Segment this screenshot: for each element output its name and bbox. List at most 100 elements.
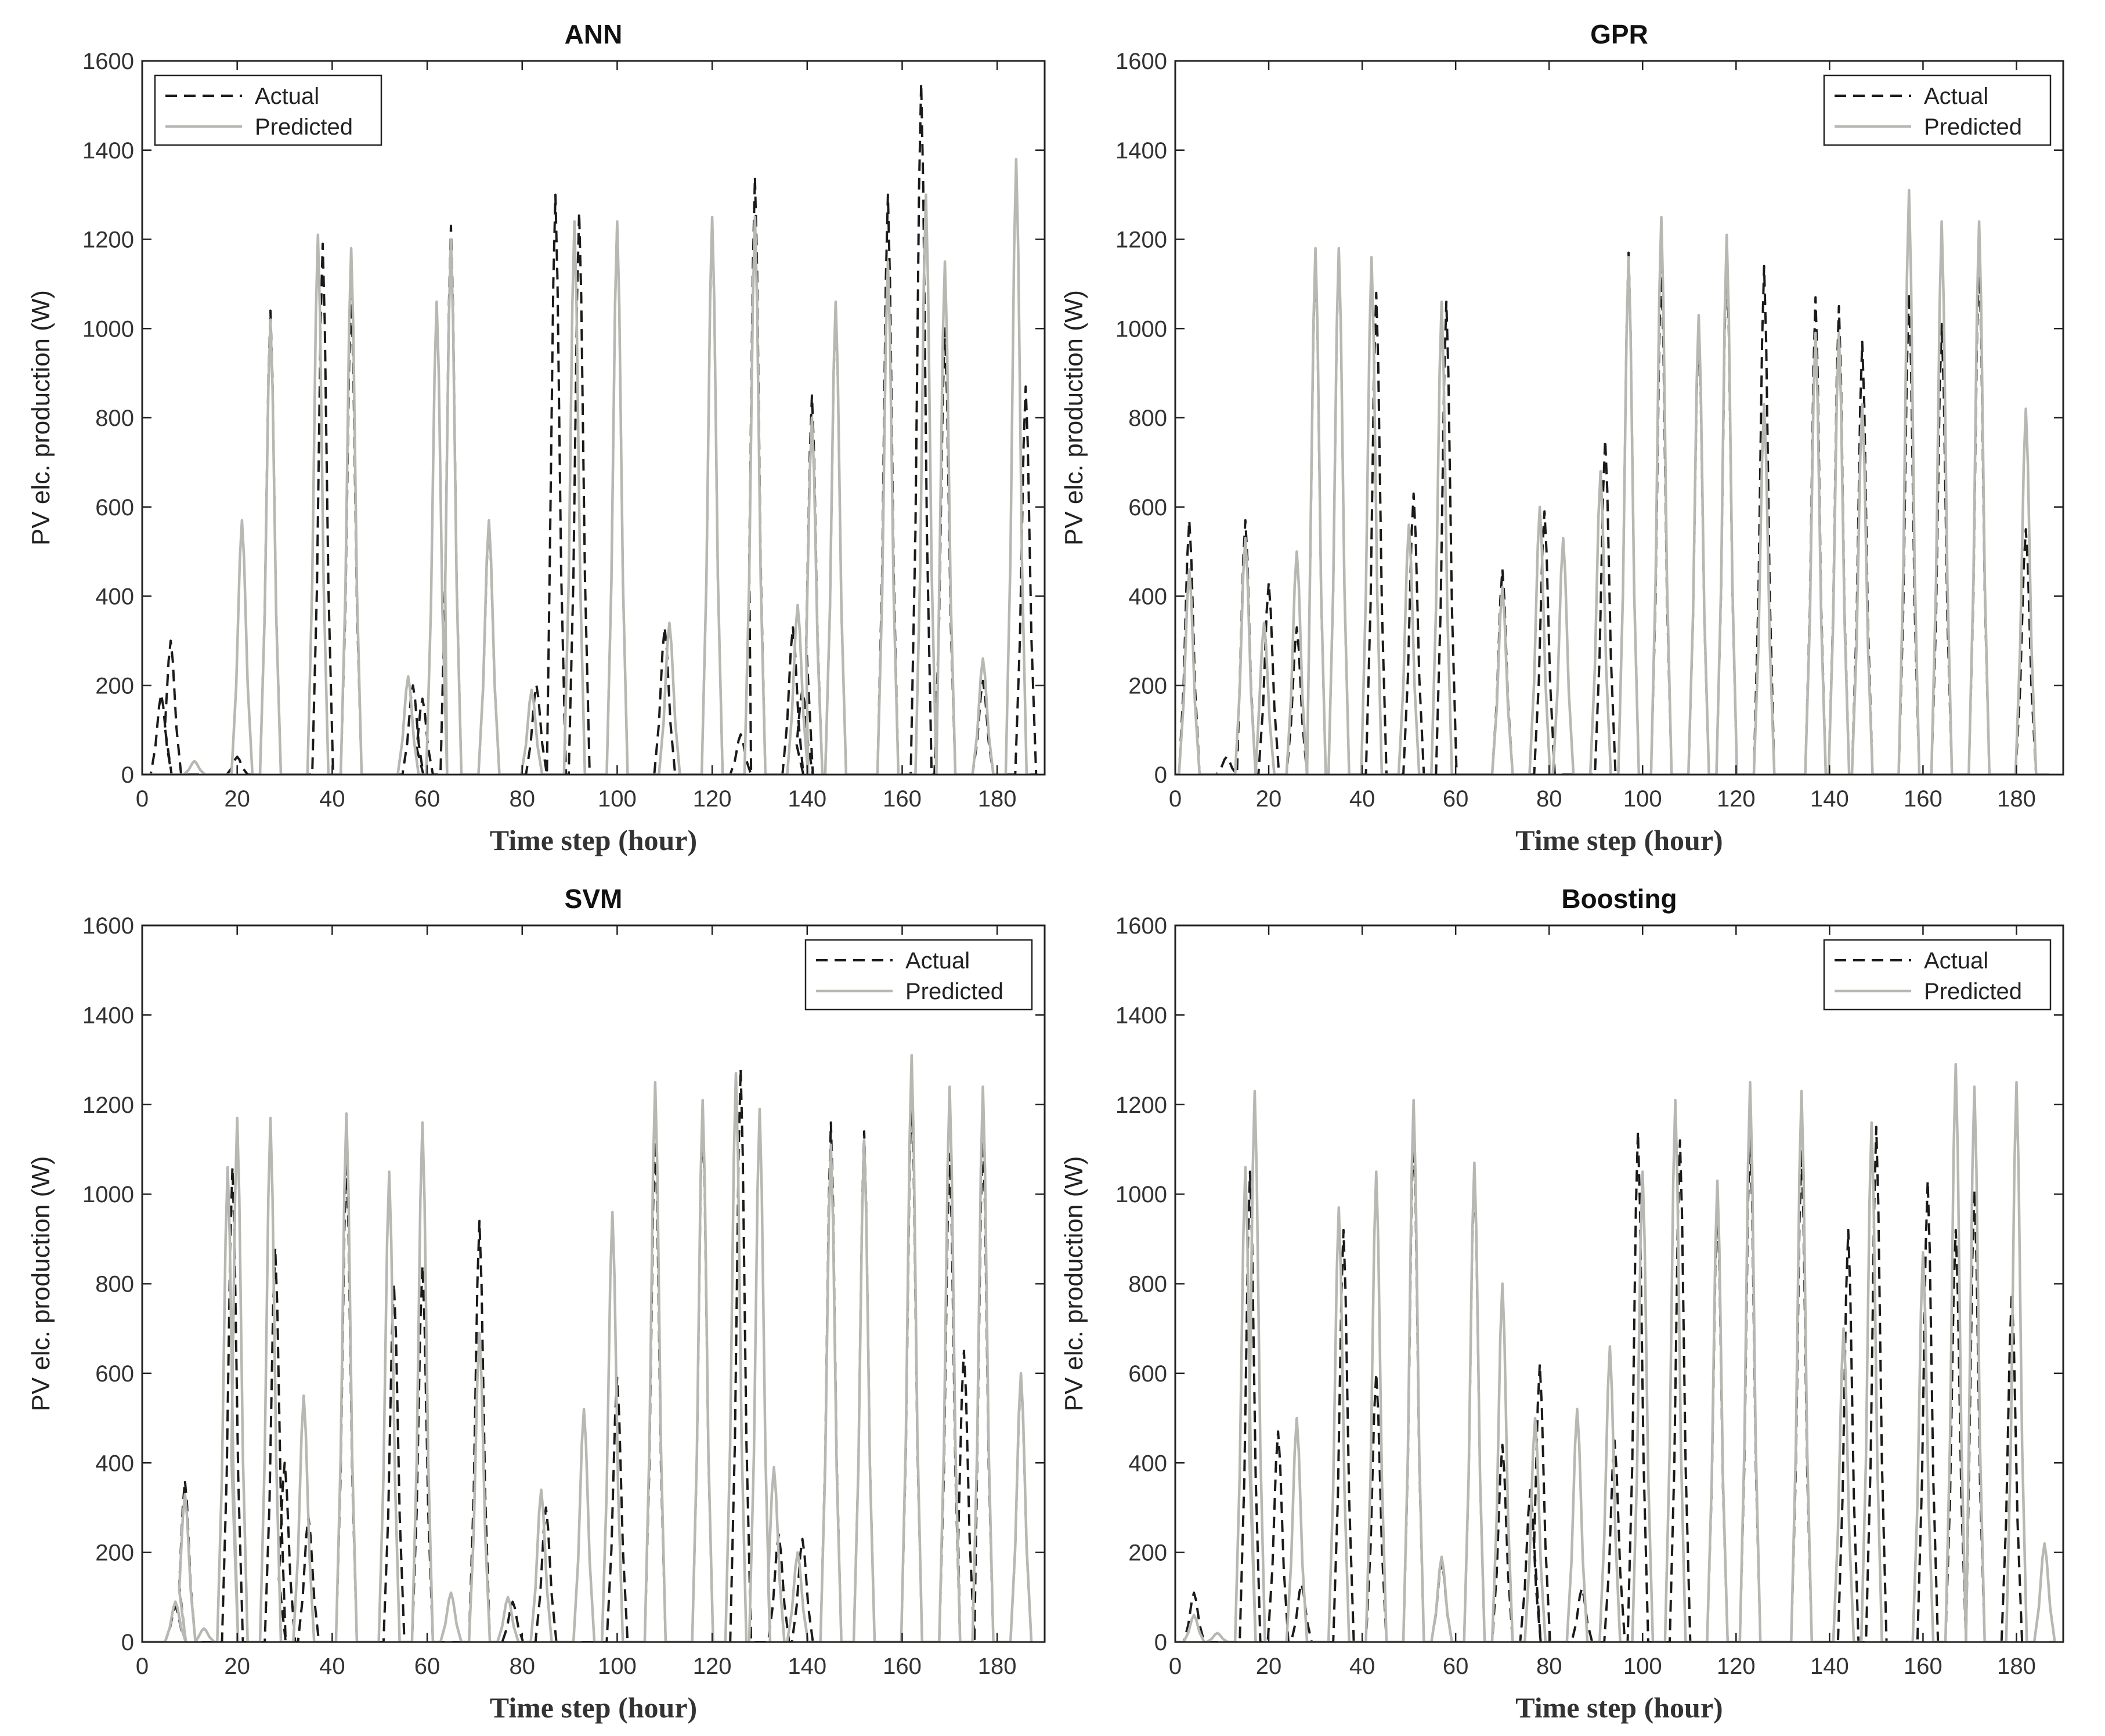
y-tick-label: 200 bbox=[1128, 673, 1167, 699]
legend: Actual Predicted bbox=[154, 74, 382, 146]
x-tick-label: 100 bbox=[1623, 1654, 1662, 1679]
x-axis-label: Time step (hour) bbox=[490, 1691, 697, 1724]
y-tick-label: 800 bbox=[95, 406, 134, 431]
legend-label-actual: Actual bbox=[1924, 84, 1988, 109]
x-tick-label: 80 bbox=[509, 1654, 535, 1679]
y-tick-label: 400 bbox=[95, 584, 134, 610]
x-tick-label: 140 bbox=[788, 786, 826, 812]
y-tick-label: 1200 bbox=[82, 1093, 134, 1118]
x-tick-label: 60 bbox=[1443, 786, 1469, 812]
legend-label-actual: Actual bbox=[1924, 948, 1988, 974]
legend-label-predicted: Predicted bbox=[1924, 979, 2022, 1004]
series-line-predicted bbox=[1175, 189, 2049, 775]
x-tick-label: 160 bbox=[1904, 786, 1942, 812]
y-tick-label: 1400 bbox=[1115, 138, 1167, 164]
x-tick-label: 20 bbox=[1256, 1654, 1282, 1679]
y-tick-label: 800 bbox=[1128, 1272, 1167, 1297]
legend-label-actual: Actual bbox=[255, 84, 319, 109]
chart-title: ANN bbox=[565, 19, 623, 49]
x-tick-label: 80 bbox=[509, 786, 535, 812]
x-tick-label: 140 bbox=[1810, 786, 1849, 812]
legend-box bbox=[1823, 939, 2052, 1011]
legend: Actual Predicted bbox=[1823, 939, 2052, 1011]
x-tick-label: 100 bbox=[598, 786, 637, 812]
legend-box bbox=[1823, 74, 2052, 146]
y-tick-label: 600 bbox=[95, 1361, 134, 1387]
y-tick-label: 1400 bbox=[82, 1003, 134, 1028]
y-tick-label: 1600 bbox=[82, 913, 134, 939]
x-tick-label: 0 bbox=[136, 786, 149, 812]
x-tick-label: 80 bbox=[1536, 1654, 1562, 1679]
x-tick-label: 60 bbox=[1443, 1654, 1469, 1679]
legend: Actual Predicted bbox=[804, 939, 1033, 1011]
x-tick-label: 140 bbox=[788, 1654, 826, 1679]
legend-label-predicted: Predicted bbox=[1924, 114, 2022, 140]
y-tick-label: 200 bbox=[1128, 1540, 1167, 1566]
y-tick-label: 1200 bbox=[1115, 227, 1167, 253]
x-tick-label: 40 bbox=[319, 1654, 345, 1679]
y-tick-label: 200 bbox=[95, 673, 134, 699]
y-axis-label: PV elc. production (W) bbox=[27, 1156, 55, 1411]
x-tick-label: 180 bbox=[1997, 1654, 2036, 1679]
x-tick-label: 40 bbox=[319, 786, 345, 812]
y-tick-label: 1400 bbox=[1115, 1003, 1167, 1028]
x-tick-label: 0 bbox=[136, 1654, 149, 1679]
x-tick-label: 20 bbox=[1256, 786, 1282, 812]
series-line-actual bbox=[142, 82, 1038, 775]
y-tick-label: 1600 bbox=[1115, 49, 1167, 74]
series-line-predicted bbox=[142, 1054, 1033, 1642]
x-tick-label: 120 bbox=[693, 1654, 732, 1679]
chart-panel-ann: 0 20 40 60 80 100 120 140 160 180 0 200 400 600 800 100… bbox=[27, 19, 1046, 856]
y-axis-label: PV elc. production (W) bbox=[1060, 290, 1088, 545]
x-tick-label: 0 bbox=[1169, 1654, 1182, 1679]
series-line-actual bbox=[1175, 251, 2049, 775]
x-tick-label: 180 bbox=[978, 786, 1017, 812]
y-tick-label: 0 bbox=[1154, 762, 1167, 788]
y-tick-label: 200 bbox=[95, 1540, 134, 1566]
x-axis-label: Time step (hour) bbox=[1515, 824, 1723, 856]
x-tick-label: 160 bbox=[1904, 1654, 1942, 1679]
y-tick-label: 1600 bbox=[82, 49, 134, 74]
y-tick-label: 400 bbox=[1128, 1451, 1167, 1476]
x-axis-label: Time step (hour) bbox=[490, 824, 697, 856]
series-line-actual bbox=[1175, 1126, 2056, 1642]
x-tick-label: 180 bbox=[978, 1654, 1017, 1679]
y-tick-label: 600 bbox=[1128, 495, 1167, 520]
y-tick-label: 1000 bbox=[1115, 1182, 1167, 1207]
series-line-predicted bbox=[1175, 1063, 2056, 1642]
y-tick-label: 600 bbox=[95, 495, 134, 520]
legend-label-actual: Actual bbox=[905, 948, 970, 974]
x-tick-label: 120 bbox=[1717, 786, 1756, 812]
x-tick-label: 80 bbox=[1536, 786, 1562, 812]
x-tick-label: 0 bbox=[1169, 786, 1182, 812]
y-tick-label: 0 bbox=[121, 762, 134, 788]
y-tick-label: 1000 bbox=[82, 316, 134, 342]
x-tick-label: 160 bbox=[883, 786, 922, 812]
x-tick-label: 40 bbox=[1349, 786, 1375, 812]
y-tick-label: 1200 bbox=[82, 227, 134, 253]
legend: Actual Predicted bbox=[1823, 74, 2052, 146]
y-tick-label: 600 bbox=[1128, 1361, 1167, 1387]
y-tick-label: 0 bbox=[121, 1630, 134, 1655]
legend-label-predicted: Predicted bbox=[255, 114, 353, 140]
y-axis-label: PV elc. production (W) bbox=[27, 290, 55, 545]
x-tick-label: 180 bbox=[1997, 786, 2036, 812]
y-tick-label: 0 bbox=[1154, 1630, 1167, 1655]
y-tick-label: 400 bbox=[1128, 584, 1167, 610]
x-tick-label: 120 bbox=[1717, 1654, 1756, 1679]
x-tick-label: 120 bbox=[693, 786, 732, 812]
x-axis-label: Time step (hour) bbox=[1515, 1691, 1723, 1724]
chart-panel-gpr: 0 20 40 60 80 100 120 140 160 180 0 200 400 600 800 100… bbox=[1060, 19, 2064, 856]
y-axis-label: PV elc. production (W) bbox=[1060, 1156, 1088, 1411]
x-tick-label: 100 bbox=[1623, 786, 1662, 812]
y-tick-label: 1000 bbox=[1115, 316, 1167, 342]
chart-panel-svm: 0 20 40 60 80 100 120 140 160 180 0 200 400 600 800 100… bbox=[27, 884, 1046, 1724]
x-tick-label: 160 bbox=[883, 1654, 922, 1679]
y-tick-label: 1200 bbox=[1115, 1093, 1167, 1118]
y-tick-label: 400 bbox=[95, 1451, 134, 1476]
chart-title: Boosting bbox=[1561, 884, 1677, 914]
x-tick-label: 40 bbox=[1349, 1654, 1375, 1679]
y-tick-label: 800 bbox=[1128, 406, 1167, 431]
x-tick-label: 20 bbox=[224, 1654, 250, 1679]
